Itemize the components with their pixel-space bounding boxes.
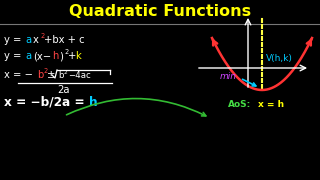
Text: k: k xyxy=(75,51,81,61)
Text: 2a: 2a xyxy=(57,85,69,95)
Text: 2: 2 xyxy=(64,69,68,75)
Text: h: h xyxy=(89,96,98,109)
Text: 2: 2 xyxy=(40,33,44,39)
Text: ): ) xyxy=(59,51,63,61)
Text: a: a xyxy=(25,51,31,61)
Text: x = h: x = h xyxy=(258,100,284,109)
Text: +: + xyxy=(68,51,76,61)
Text: h: h xyxy=(52,51,58,61)
Text: (x−: (x− xyxy=(33,51,51,61)
Text: ±: ± xyxy=(47,70,55,80)
FancyArrowPatch shape xyxy=(67,98,206,116)
Text: +bx + c: +bx + c xyxy=(44,35,84,45)
Text: b: b xyxy=(58,71,63,80)
Text: 2: 2 xyxy=(43,68,47,74)
Text: x = −b/2a =: x = −b/2a = xyxy=(4,96,89,109)
Text: −4ac: −4ac xyxy=(68,71,91,80)
Text: min: min xyxy=(220,71,237,80)
Text: V(h,k): V(h,k) xyxy=(266,53,293,62)
Text: AoS:: AoS: xyxy=(228,100,251,109)
Text: a: a xyxy=(25,35,31,45)
Text: b: b xyxy=(37,70,43,80)
Text: x = −: x = − xyxy=(4,70,33,80)
Text: y =: y = xyxy=(4,35,21,45)
Text: 2: 2 xyxy=(64,49,68,55)
Text: Quadratic Functions: Quadratic Functions xyxy=(69,3,251,19)
Text: x: x xyxy=(33,35,39,45)
Text: y =: y = xyxy=(4,51,21,61)
